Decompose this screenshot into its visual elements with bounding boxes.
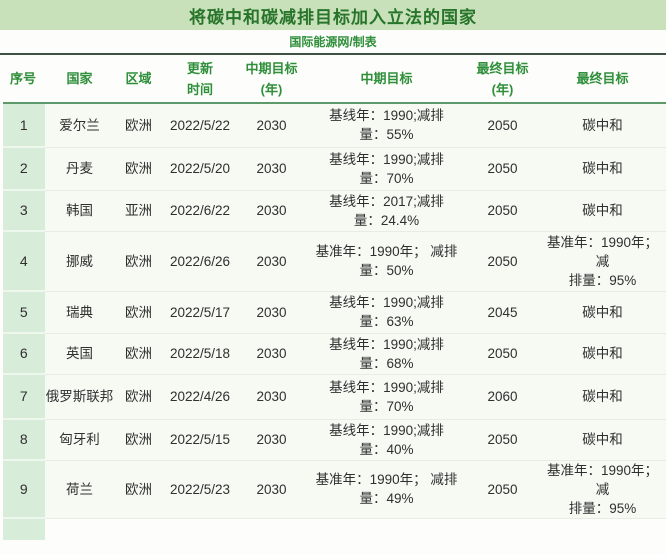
cell-region: 欧洲 [114, 374, 163, 420]
cell-mid-target: 基准年：1990年； 减排 量：49% [305, 460, 468, 519]
col-header-final-target: 最终目标 [537, 55, 666, 104]
carbon-targets-table: 序号 国家 区域 更新 时间 中期目标 (年) 中期目标 最终目标 (年) 最终… [0, 55, 666, 540]
cell-mid-target: 基线年：1990;减排 量：55% [305, 103, 468, 148]
table-row: 6 英国 欧洲 2022/5/18 2030 基线年：1990;减排 量：68%… [0, 333, 666, 375]
cell-final-year: 2050 [467, 103, 538, 148]
cell-updated: 2022/4/26 [162, 374, 238, 420]
table-row: 8 匈牙利 欧洲 2022/5/15 2030 基线年：1990;减排 量：40… [0, 419, 666, 461]
cell-index: 3 [0, 190, 45, 232]
col-header-mid-year: 中期目标 (年) [237, 55, 306, 104]
cell-region: 欧洲 [114, 333, 163, 375]
cell-mid-target: 基线年：1990;减排 量：63% [305, 291, 468, 334]
cell-mid-year: 2030 [237, 333, 306, 375]
cell-region: 欧洲 [114, 147, 163, 191]
cell-final-target: 基准年：1990年； 减 排量：95% [537, 231, 666, 292]
top-divider [0, 53, 666, 55]
cell-index: 5 [0, 291, 45, 334]
cell-final-target: 基准年：1990年； 减 排量：95% [537, 460, 666, 519]
cell-updated: 2022/5/15 [162, 419, 238, 461]
cell-country: 荷兰 [44, 460, 115, 519]
col-header-mid-target: 中期目标 [305, 55, 468, 104]
cell-index: 7 [0, 374, 45, 420]
col-header-region: 区域 [114, 55, 163, 104]
cell-mid-target: 基线年：1990;减排 量：70% [305, 374, 468, 420]
cell-index: 9 [0, 460, 45, 519]
cell-final-year: 2050 [467, 460, 538, 519]
cell-mid-year: 2030 [237, 103, 306, 148]
cell-final-target: 碳中和 [537, 103, 666, 148]
cell-final-target: 碳中和 [537, 419, 666, 461]
cell-final-year: 2050 [467, 147, 538, 191]
cell-country: 瑞典 [44, 291, 115, 334]
cell-mid-target: 基准年：1990年； 减排 量：50% [305, 231, 468, 292]
cell-region: 欧洲 [114, 419, 163, 461]
cell-index: 2 [0, 147, 45, 191]
cell-final-target: 碳中和 [537, 190, 666, 232]
cell-mid-year: 2030 [237, 231, 306, 292]
cell-index: 6 [0, 333, 45, 375]
cell-updated: 2022/5/18 [162, 333, 238, 375]
cell-updated: 2022/5/20 [162, 147, 238, 191]
cell-country: 挪威 [44, 231, 115, 292]
cell-final-target: 碳中和 [537, 147, 666, 191]
cell-mid-year: 2030 [237, 190, 306, 232]
table-row: 7 俄罗斯联邦 欧洲 2022/4/26 2030 基线年：1990;减排 量：… [0, 374, 666, 420]
cell-final-target: 碳中和 [537, 374, 666, 420]
cell-updated: 2022/5/22 [162, 103, 238, 148]
cell-region: 欧洲 [114, 291, 163, 334]
cell-region: 亚洲 [114, 190, 163, 232]
cell-final-year: 2060 [467, 374, 538, 420]
col-header-country: 国家 [44, 55, 115, 104]
page-title: 将碳中和碳减排目标加入立法的国家 [0, 0, 666, 30]
cell-mid-target: 基线年：1990;减排 量：40% [305, 419, 468, 461]
cell-index: 4 [0, 231, 45, 292]
table-row: 5 瑞典 欧洲 2022/5/17 2030 基线年：1990;减排 量：63%… [0, 291, 666, 334]
table-row: 3 韩国 亚洲 2022/6/22 2030 基线年：2017;减排 量：24.… [0, 190, 666, 232]
cell-final-year: 2050 [467, 190, 538, 232]
cell-index: 8 [0, 419, 45, 461]
cell-index [0, 518, 45, 540]
table-row: 4 挪威 欧洲 2022/6/26 2030 基准年：1990年； 减排 量：5… [0, 231, 666, 292]
cell-region: 欧洲 [114, 103, 163, 148]
cell-final-year: 2045 [467, 291, 538, 334]
cell-updated: 2022/6/22 [162, 190, 238, 232]
cell-updated: 2022/5/23 [162, 460, 238, 519]
cell-country: 俄罗斯联邦 [44, 374, 115, 420]
table-row: 1 爱尔兰 欧洲 2022/5/22 2030 基线年：1990;减排 量：55… [0, 103, 666, 148]
cell-mid-target: 基线年：2017;减排 量：24.4% [305, 190, 468, 232]
cell-index: 1 [0, 103, 45, 148]
cell-empty [44, 518, 666, 540]
cell-country: 韩国 [44, 190, 115, 232]
cell-country: 英国 [44, 333, 115, 375]
cell-region: 欧洲 [114, 231, 163, 292]
cell-final-target: 碳中和 [537, 333, 666, 375]
col-header-index: 序号 [1, 55, 45, 104]
cell-mid-year: 2030 [237, 419, 306, 461]
cell-final-year: 2050 [467, 419, 538, 461]
table-row-clipped [0, 518, 666, 540]
cell-mid-year: 2030 [237, 374, 306, 420]
cell-country: 爱尔兰 [44, 103, 115, 148]
cell-final-year: 2050 [467, 333, 538, 375]
cell-mid-year: 2030 [237, 460, 306, 519]
cell-mid-year: 2030 [237, 147, 306, 191]
table-credit: 国际能源网/制表 [0, 30, 666, 53]
cell-final-year: 2050 [467, 231, 538, 292]
col-header-updated: 更新 时间 [162, 55, 238, 104]
cell-country: 丹麦 [44, 147, 115, 191]
table-row: 9 荷兰 欧洲 2022/5/23 2030 基准年：1990年； 减排 量：4… [0, 460, 666, 519]
cell-mid-year: 2030 [237, 291, 306, 334]
cell-updated: 2022/6/26 [162, 231, 238, 292]
table-row: 2 丹麦 欧洲 2022/5/20 2030 基线年：1990;减排 量：70%… [0, 147, 666, 191]
cell-mid-target: 基线年：1990;减排 量：70% [305, 147, 468, 191]
header-row: 序号 国家 区域 更新 时间 中期目标 (年) 中期目标 最终目标 (年) 最终… [1, 55, 666, 104]
cell-final-target: 碳中和 [537, 291, 666, 334]
cell-mid-target: 基线年：1990;减排 量：68% [305, 333, 468, 375]
cell-country: 匈牙利 [44, 419, 115, 461]
cell-region: 欧洲 [114, 460, 163, 519]
col-header-final-year: 最终目标 (年) [467, 55, 538, 104]
cell-updated: 2022/5/17 [162, 291, 238, 334]
